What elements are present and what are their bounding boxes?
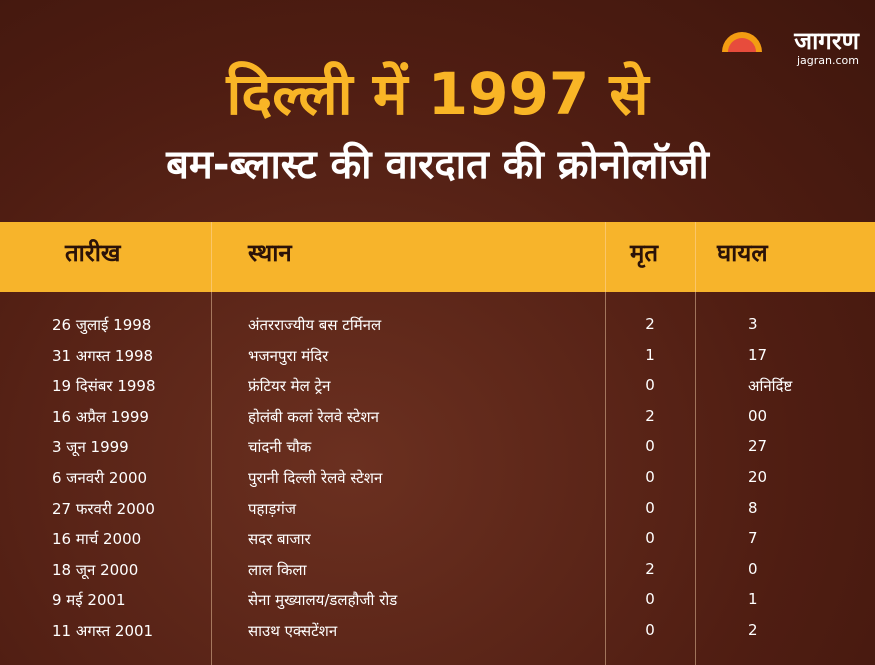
date-cell: 6 जनवरी 2000 <box>52 469 148 487</box>
dead-cell: 0 <box>645 498 655 517</box>
place-cell: पहाड़गंज <box>248 499 296 518</box>
dead-cell: 0 <box>645 437 655 456</box>
date-cell: 16 मार्च 2000 <box>52 530 142 549</box>
date-cell: 27 फरवरी 2000 <box>52 499 155 518</box>
logo-icon <box>722 32 762 52</box>
injured-cell: 17 <box>748 345 768 364</box>
injured-cell: 0 <box>748 559 758 578</box>
place-cell: साउथ एक्सटेंशन <box>248 622 338 640</box>
column-header: तारीख <box>65 239 121 267</box>
title: दिल्ली में 1997 से <box>226 60 649 128</box>
injured-cell: 27 <box>748 437 768 456</box>
date-cell: 26 जुलाई 1998 <box>52 316 152 334</box>
subtitle: बम-ब्लास्ट की वारदात की क्रोनोलॉजी <box>166 142 709 188</box>
dead-cell: 0 <box>645 468 655 486</box>
date-cell: 16 अप्रैल 1999 <box>52 407 149 426</box>
column-divider <box>605 222 606 665</box>
place-cell: सदर बाजार <box>248 530 311 549</box>
column-header: घायल <box>717 239 768 267</box>
place-cell: होलंबी कलां रेलवे स्टेशन <box>248 407 379 426</box>
dead-cell: 0 <box>645 376 655 395</box>
place-cell: भजनपुरा मंदिर <box>248 346 329 365</box>
column-divider <box>695 222 696 665</box>
injured-cell: 3 <box>748 315 758 333</box>
place-cell: फ्रंटियर मेल ट्रेन <box>248 377 331 396</box>
dead-cell: 2 <box>645 406 655 425</box>
logo-name: जागरण <box>794 27 859 55</box>
place-cell: चांदनी चौक <box>248 438 312 457</box>
injured-cell: 7 <box>748 529 758 548</box>
dead-cell: 0 <box>645 590 655 609</box>
dead-cell: 2 <box>645 315 655 333</box>
injured-cell: अनिर्दिष्ट <box>748 377 793 396</box>
date-cell: 11 अगस्त 2001 <box>52 622 154 640</box>
logo-site: jagran.com <box>796 54 859 67</box>
injured-cell: 20 <box>748 468 768 486</box>
place-cell: पुरानी दिल्ली रेलवे स्टेशन <box>248 469 383 487</box>
dead-cell: 0 <box>645 621 655 639</box>
injured-cell: 1 <box>748 590 758 609</box>
injured-cell: 2 <box>748 621 758 639</box>
table-header <box>0 222 875 292</box>
injured-cell: 8 <box>748 498 758 517</box>
date-cell: 31 अगस्त 1998 <box>52 346 154 365</box>
date-cell: 18 जून 2000 <box>52 560 139 579</box>
place-cell: लाल किला <box>248 560 307 579</box>
place-cell: सेना मुख्यालय/डलहौजी रोड <box>248 591 398 610</box>
date-cell: 9 मई 2001 <box>52 591 126 610</box>
place-cell: अंतरराज्यीय बस टर्मिनल <box>248 316 382 334</box>
column-header: मृत <box>630 239 659 267</box>
dead-cell: 0 <box>645 529 655 548</box>
date-cell: 19 दिसंबर 1998 <box>52 377 156 396</box>
dead-cell: 1 <box>645 345 655 364</box>
column-divider <box>211 222 212 665</box>
logo: जागरण jagran.com <box>794 28 859 67</box>
injured-cell: 00 <box>748 406 768 425</box>
column-header: स्थान <box>248 239 292 267</box>
date-cell: 3 जून 1999 <box>52 438 129 457</box>
dead-cell: 2 <box>645 559 655 578</box>
